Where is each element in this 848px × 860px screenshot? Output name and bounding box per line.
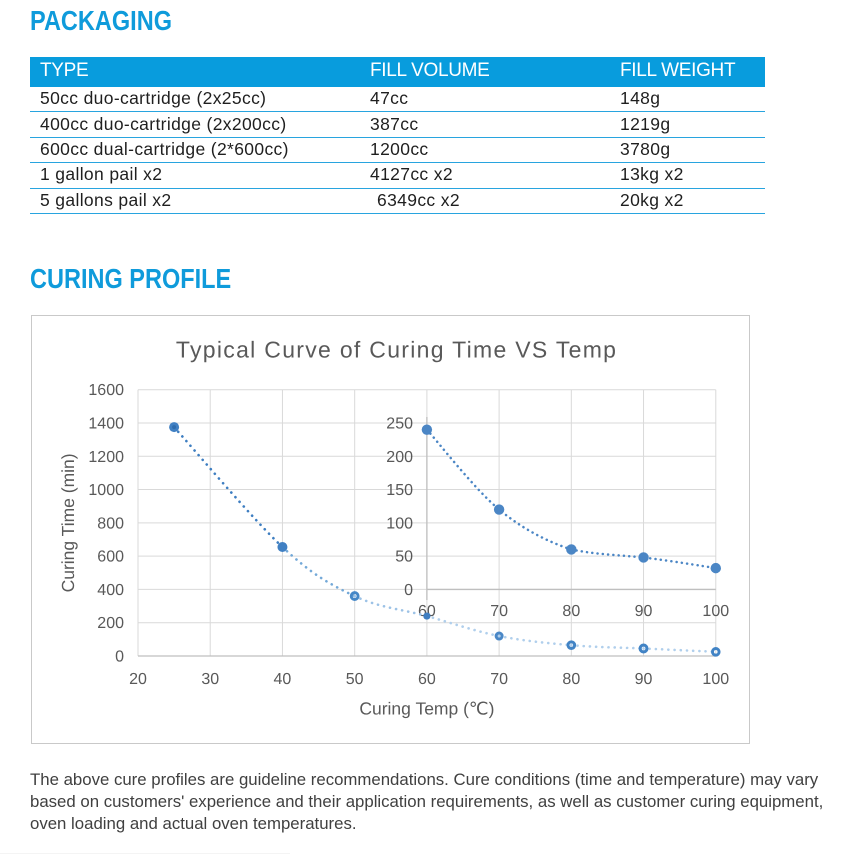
- svg-text:1600: 1600: [88, 382, 124, 399]
- svg-text:150: 150: [386, 482, 413, 499]
- svg-text:600: 600: [97, 549, 124, 566]
- svg-text:Curing Temp (℃): Curing Temp (℃): [359, 699, 494, 719]
- svg-text:70: 70: [490, 671, 508, 688]
- svg-text:60: 60: [418, 671, 436, 688]
- svg-text:90: 90: [635, 603, 653, 620]
- svg-text:1400: 1400: [88, 416, 124, 433]
- svg-text:Typical Curve of Curing Time V: Typical Curve of Curing Time VS Temp: [176, 337, 617, 363]
- svg-text:Curing Time (min): Curing Time (min): [58, 453, 78, 592]
- svg-text:80: 80: [562, 671, 580, 688]
- svg-text:200: 200: [97, 615, 124, 632]
- svg-text:50: 50: [395, 549, 413, 566]
- svg-text:20: 20: [129, 671, 147, 688]
- svg-text:60: 60: [418, 603, 436, 620]
- svg-text:50: 50: [346, 671, 364, 688]
- svg-text:100: 100: [386, 515, 413, 532]
- svg-text:0: 0: [115, 649, 124, 666]
- svg-text:40: 40: [274, 671, 292, 688]
- svg-text:30: 30: [201, 671, 219, 688]
- svg-text:200: 200: [386, 449, 413, 466]
- svg-text:1000: 1000: [88, 482, 124, 499]
- svg-text:80: 80: [562, 603, 580, 620]
- svg-text:0: 0: [404, 582, 413, 599]
- svg-text:1200: 1200: [88, 449, 124, 466]
- svg-text:90: 90: [635, 671, 653, 688]
- svg-text:400: 400: [97, 582, 124, 599]
- svg-text:100: 100: [702, 671, 729, 688]
- svg-text:250: 250: [386, 416, 413, 433]
- svg-text:70: 70: [490, 603, 508, 620]
- svg-text:800: 800: [97, 515, 124, 532]
- svg-text:100: 100: [702, 603, 729, 620]
